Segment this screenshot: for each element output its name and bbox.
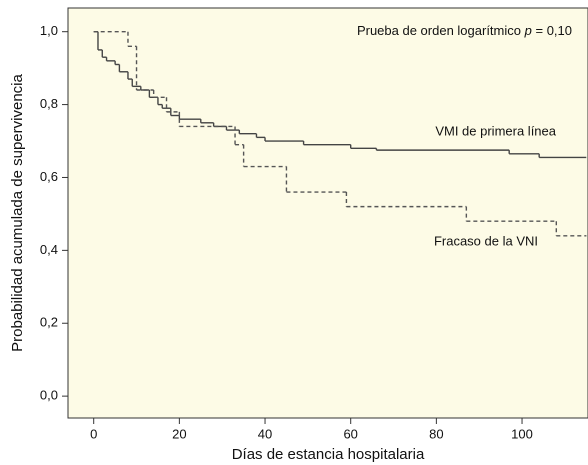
x-axis-title: Días de estancia hospitalaria [232,446,425,463]
y-tick-label: 0,6 [40,169,58,184]
p-symbol: p [524,23,532,38]
annotation: Prueba de orden logarítmico p = 0,10 [357,23,572,38]
y-tick-label: 0,0 [40,388,58,403]
y-tick-label: 1,0 [40,23,58,38]
x-tick-label: 60 [343,426,357,441]
y-axis-title: Probabilidad acumulada de supervivencia [9,74,26,352]
x-tick-label: 80 [429,426,443,441]
y-tick-label: 0,4 [40,242,58,257]
y-tick-label: 0,8 [40,96,58,111]
x-tick-label: 40 [258,426,272,441]
x-tick-label: 20 [172,426,186,441]
y-tick-label: 0,2 [40,315,58,330]
plot-lines [93,30,587,237]
series-label: VMI de primera línea [435,123,556,138]
series-label: Fracaso de la VNI [434,233,538,248]
p-value: = 0,10 [535,23,572,38]
annotation-text: Prueba de orden logarítmico [357,23,521,38]
plot-area [67,7,588,419]
x-tick-label: 100 [511,426,533,441]
x-tick-label: 0 [90,426,97,441]
